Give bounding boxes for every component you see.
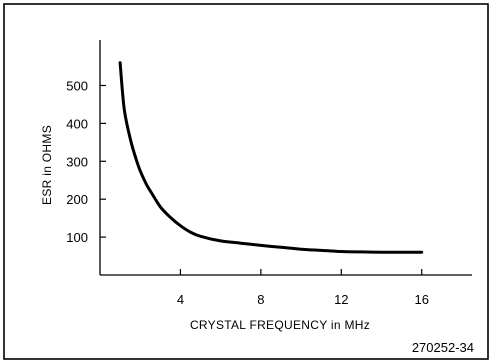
x-tick-label: 16 <box>414 292 428 307</box>
figure-id: 270252-34 <box>412 340 474 355</box>
y-tick-label: 100 <box>66 230 88 245</box>
x-tick-label: 4 <box>177 292 184 307</box>
figure-border <box>3 3 489 360</box>
y-ticks: 100 200 300 400 500 <box>66 78 106 245</box>
x-tick-label: 8 <box>257 292 264 307</box>
x-tick-label: 12 <box>334 292 348 307</box>
y-axis-title: ESR in OHMS <box>40 125 54 205</box>
y-tick-label: 500 <box>66 78 88 93</box>
x-axis-title: CRYSTAL FREQUENCY in MHz <box>190 318 370 332</box>
y-tick-label: 200 <box>66 192 88 207</box>
y-tick-label: 400 <box>66 116 88 131</box>
y-tick-label: 300 <box>66 154 88 169</box>
esr-curve <box>118 61 424 254</box>
x-ticks: 4 8 12 16 <box>177 269 429 307</box>
